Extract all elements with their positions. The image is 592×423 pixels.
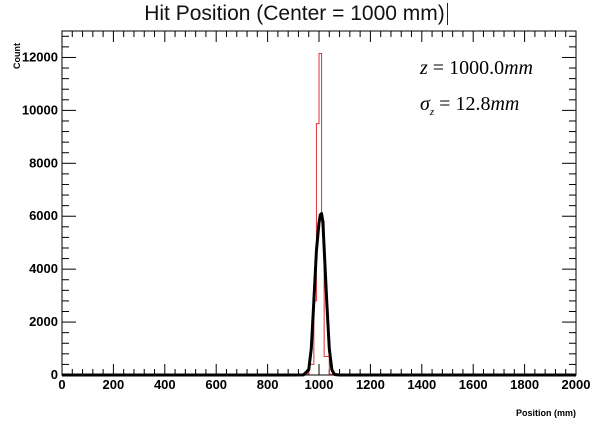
y-axis-tick-labels: 0 2000 4000 6000 8000 10000 12000 (22, 49, 58, 382)
y-tick-label: 6000 (29, 208, 58, 223)
chart-title-text: Hit Position (Center = 1000 mm) (144, 2, 445, 25)
sigma-annotation: σz = 12.8mm (420, 93, 519, 118)
x-tick-label: 1000 (305, 377, 334, 392)
text-cursor (446, 3, 448, 26)
y-tick-label: 0 (51, 367, 58, 382)
x-tick-label: 600 (205, 377, 227, 392)
x-tick-label: 1200 (356, 377, 385, 392)
y-tick-label: 8000 (29, 155, 58, 170)
chart-title: Hit Position (Center = 1000 mm) (0, 2, 592, 26)
y-tick-label: 4000 (29, 261, 58, 276)
y-tick-label: 2000 (29, 314, 58, 329)
x-tick-label: 1400 (407, 377, 436, 392)
y-tick-label: 10000 (22, 102, 58, 117)
x-tick-label: 200 (103, 377, 125, 392)
y-axis-title: Count (12, 43, 22, 69)
x-tick-label: 1600 (459, 377, 488, 392)
x-axis-tick-labels: 0 200 400 600 800 1000 1200 1400 1600 1800 2000 (58, 377, 590, 392)
y-axis-ticks (62, 35, 576, 376)
x-axis-ticks (61, 31, 577, 375)
x-tick-label: 0 (58, 377, 65, 392)
x-tick-label: 1800 (510, 377, 539, 392)
y-tick-label: 12000 (22, 49, 58, 64)
x-tick-label: 2000 (562, 377, 591, 392)
x-tick-label: 400 (154, 377, 176, 392)
z-annotation: z = 1000.0mm (419, 57, 533, 79)
x-tick-label: 800 (257, 377, 279, 392)
x-axis-title: Position (mm) (516, 408, 576, 418)
black-curve-series (62, 212, 576, 377)
series-layer (62, 52, 576, 377)
